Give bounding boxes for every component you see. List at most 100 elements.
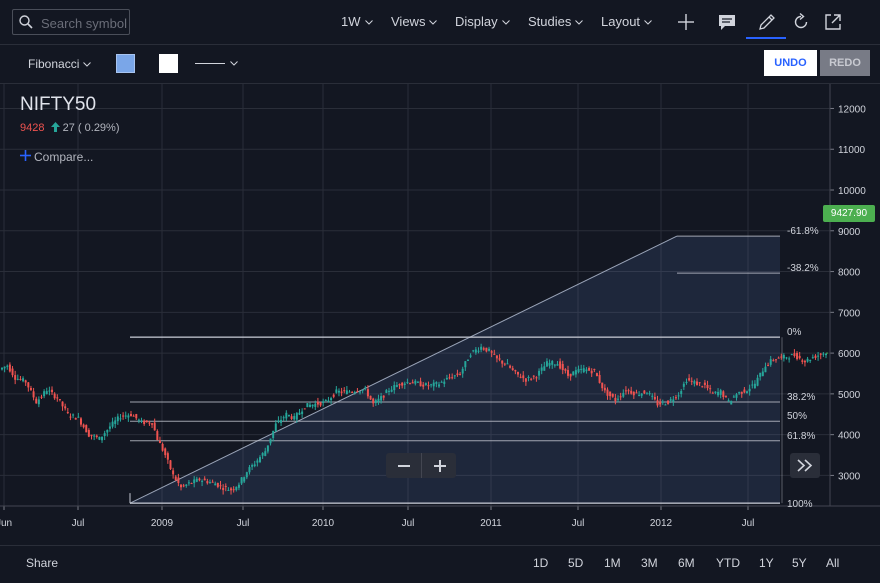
undo-button[interactable]: UNDO [764, 50, 817, 76]
candle-body [601, 382, 604, 389]
candle-body [732, 396, 735, 398]
candle-body [474, 349, 477, 353]
range-6m-button[interactable]: 6M [678, 556, 695, 570]
candle-body [398, 384, 401, 386]
fibonacci-tool-select[interactable]: Fibonacci [28, 57, 92, 71]
candle-body [153, 422, 156, 431]
range-3m-button[interactable]: 3M [641, 556, 658, 570]
scroll-to-realtime-button[interactable] [790, 453, 820, 478]
candle-body [266, 445, 269, 452]
line-style-select[interactable] [195, 57, 243, 71]
candle-body [101, 436, 104, 441]
range-5y-button[interactable]: 5Y [792, 556, 807, 570]
chart-legend: NIFTY50 9428 27 ( 0.29%) [20, 94, 120, 134]
candle-body [48, 390, 51, 392]
candle-body [419, 381, 422, 387]
search-box[interactable] [12, 9, 131, 35]
candle-body [698, 382, 701, 384]
candle-body [390, 389, 393, 392]
candle-body [230, 488, 233, 491]
candle-body [548, 362, 551, 366]
price-chart[interactable]: 3000 4000 5000 6000 7000 8000 9000 10000 11000 12… [0, 84, 880, 540]
compare-link[interactable]: Compare... [20, 150, 93, 164]
candle-body [711, 392, 714, 394]
candle-body [77, 416, 80, 418]
candle-body [693, 381, 696, 384]
line-color-swatch[interactable] [159, 54, 178, 73]
views-menu[interactable]: Views [391, 14, 438, 29]
fill-color-swatch[interactable] [116, 54, 135, 73]
range-1m-button[interactable]: 1M [604, 556, 621, 570]
range-5d-button[interactable]: 5D [568, 556, 584, 570]
display-menu[interactable]: Display [455, 14, 510, 29]
search-input[interactable] [39, 13, 131, 33]
comment-icon[interactable] [716, 11, 738, 33]
fibonacci-tool-label: Fibonacci [28, 57, 80, 71]
candle-body [258, 457, 261, 463]
candle-body [82, 424, 85, 428]
candle-body [717, 391, 720, 396]
candle-body [366, 389, 369, 397]
candle-body [690, 380, 693, 382]
candle-body [753, 383, 756, 389]
candle-body [403, 383, 406, 386]
candle-body [237, 484, 240, 488]
price-change-pct: ( 0.29%) [77, 122, 120, 134]
candle-body [488, 348, 491, 351]
last-price: 9428 [20, 122, 45, 134]
layout-menu[interactable]: Layout [601, 14, 652, 29]
candle-body [572, 371, 575, 376]
candle-body [24, 380, 27, 383]
candle-body [627, 390, 630, 392]
fibonacci-level-label: 61.8% [787, 431, 815, 442]
candle-body [640, 393, 643, 396]
zoom-in-button[interactable] [421, 453, 457, 478]
candle-body [411, 382, 414, 384]
fibonacci-trend-line [129, 235, 678, 504]
candle-body [788, 358, 791, 360]
candle-body [453, 375, 456, 377]
candle-body [243, 477, 246, 482]
interval-menu[interactable]: 1W [341, 14, 373, 29]
candle-body [98, 436, 101, 440]
studies-label: Studies [528, 14, 572, 29]
candle-body [303, 408, 306, 410]
candle-body [585, 369, 588, 372]
zoom-out-button[interactable] [386, 453, 421, 478]
candle-body [509, 365, 512, 368]
plus-icon [20, 150, 31, 161]
candle-body [79, 418, 82, 425]
candle-body [251, 465, 254, 467]
range-1y-button[interactable]: 1Y [759, 556, 774, 570]
candle-body [61, 401, 64, 407]
share-button[interactable]: Share [26, 556, 59, 570]
y-tick-label: 8000 [838, 268, 861, 279]
candle-body [374, 400, 377, 404]
candle-body [469, 355, 472, 357]
candle-body [16, 378, 19, 380]
candle-body [524, 378, 527, 382]
x-tick-label: Jul [237, 518, 250, 529]
reset-icon[interactable] [790, 11, 812, 33]
candle-body [287, 414, 290, 416]
pencil-icon[interactable] [756, 11, 778, 33]
studies-menu[interactable]: Studies [528, 14, 584, 29]
candle-body [106, 429, 109, 433]
candle-body [653, 396, 656, 400]
redo-button[interactable]: REDO [820, 50, 870, 76]
candle-body [11, 368, 14, 376]
candle-body [387, 390, 390, 392]
candle-body [806, 358, 809, 362]
candle-body [182, 485, 185, 487]
plus-icon[interactable] [675, 11, 697, 33]
popout-icon[interactable] [822, 11, 844, 33]
x-tick-label: Jun [0, 518, 12, 529]
candle-body [724, 396, 727, 398]
range-1d-button[interactable]: 1D [533, 556, 549, 570]
range-all-button[interactable]: All [826, 556, 840, 570]
candle-body [137, 419, 140, 421]
range-ytd-button[interactable]: YTD [716, 556, 740, 570]
candle-body [208, 482, 211, 484]
candle-body [293, 415, 296, 420]
candle-body [87, 429, 90, 437]
